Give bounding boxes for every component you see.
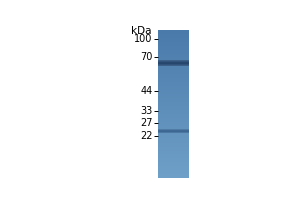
Text: 33: 33	[140, 106, 153, 116]
Text: kDa: kDa	[131, 26, 152, 36]
Text: 27: 27	[140, 118, 153, 128]
Text: 44: 44	[140, 86, 153, 96]
Text: 100: 100	[134, 34, 153, 44]
Text: 22: 22	[140, 131, 153, 141]
Text: 70: 70	[140, 52, 153, 62]
